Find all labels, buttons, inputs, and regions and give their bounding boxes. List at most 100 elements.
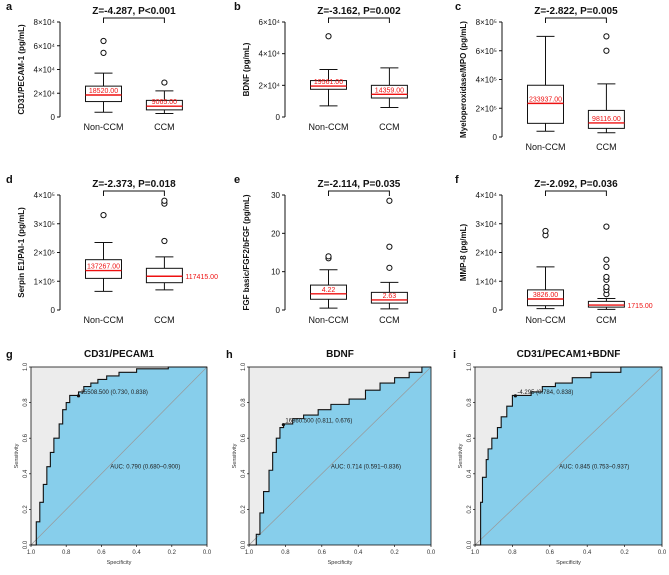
outlier-point [325,253,332,260]
x-axis-label: Specificity [107,560,132,566]
y-tick-label: 0 [51,113,56,122]
category-label: Non-CCM [525,315,565,325]
y-tick-label: 30 [271,191,280,200]
outlier-point [542,227,549,235]
y-tick-label: 1.0 [467,362,473,371]
y-tick-label: 1.0 [241,362,247,371]
box-non-ccm: 18520.00 Non-CCM [83,37,124,132]
y-tick-label: 0.4 [23,469,29,478]
plot-frame [474,366,663,546]
category-label: Non-CCM [308,315,348,325]
significance-stat: Z=-2.092, P=0.036 [534,179,618,190]
y-tick-label: 1×10⁵ [34,277,55,286]
roc-panel-i: i CD31/PECAM1+BDNF -4.295 (0.784, 0.838) AU… [453,349,667,566]
boxplot-panel-a: a 0 2×10⁴ 4×10⁴ 6×10⁴ 8×10⁴ CD31/PECAM-1 (pg/m… [6,1,183,132]
box-iqr [145,267,183,284]
plot-frame [248,366,432,546]
significance-stat: Z=-3.162, P=0.002 [317,6,401,17]
y-tick-label: 6×10⁴ [259,18,281,27]
x-tick-label: 0.6 [97,550,106,556]
outlier-point [161,237,168,245]
median-label: 117415.00 [185,274,218,281]
median-label: 9065.00 [152,99,177,106]
y-tick-label: 10 [271,268,280,277]
median-label: 1715.00 [627,303,652,310]
y-tick-label: 3×10⁵ [34,220,55,229]
outlier-point [603,223,610,230]
category-label: CCM [596,142,617,152]
category-label: CCM [379,122,400,132]
significance-bracket [103,17,165,23]
x-tick-label: 0.0 [203,550,212,556]
y-tick-label: 4×10⁴ [34,66,56,75]
outlier-point [100,49,107,56]
threshold-point [513,394,517,398]
y-tick-label: 20 [271,229,280,238]
roc-title: CD31/PECAM1+BDNF [517,349,621,360]
significance-stat: Z=-4.287, P<0.001 [92,6,176,17]
roc-curve [249,366,431,546]
y-tick-label: 0 [493,306,498,315]
box-ccm: 9065.00 CCM [145,79,183,132]
significance-bracket [103,190,165,196]
y-tick-label: 0.2 [23,505,29,514]
y-tick-label: 2×10⁴ [476,249,498,258]
x-axis-label: Specificity [328,560,353,566]
x-tick-label: 0.0 [427,550,436,556]
box-ccm: 117415.00 CCM [145,197,218,325]
x-tick-label: 0.4 [132,550,141,556]
significance-bracket [328,17,390,23]
boxplot-panel-b: b 0 2×10⁴ 4×10⁴ 6×10⁴ BDNF (pg/mL) Z=-3.162, P… [234,1,408,132]
x-tick-label: 0.2 [390,550,399,556]
box-iqr [310,80,347,90]
threshold-point [76,394,81,398]
roc-curve [475,366,662,546]
box-iqr [370,291,408,304]
category-label: CCM [154,315,175,325]
box-non-ccm: 19561.00 Non-CCM [308,33,349,132]
category-label: Non-CCM [83,122,123,132]
y-axis-label: Sensitivity [14,443,20,468]
y-tick-label: 0.6 [241,433,247,442]
box-ccm: 2.63 CCM [370,197,408,325]
panel-label: d [6,174,13,186]
panel-label: c [455,1,461,13]
y-tick-label: 0 [51,306,56,315]
panel-label: e [234,174,240,186]
box-iqr [527,289,564,307]
median-label: 233937.00 [529,96,562,103]
significance-bracket [328,190,390,196]
box-iqr [587,300,625,308]
x-tick-label: 0.8 [508,550,517,556]
box-iqr [587,109,625,129]
category-label: CCM [379,315,400,325]
y-tick-label: 0.8 [467,398,473,407]
roc-curve [31,366,207,546]
panel-label: g [6,349,13,361]
reference-diagonal [474,366,663,546]
significance-stat: Z=-2.822, P=0.005 [534,6,618,17]
x-tick-label: 0.2 [620,550,629,556]
category-label: CCM [596,315,617,325]
outlier-point [386,197,393,204]
y-axis-label: BDNF (pg/mL) [242,42,251,96]
y-tick-label: 6×10⁵ [476,47,497,56]
y-tick-label: 0.4 [241,469,247,478]
y-tick-label: 4×10⁵ [476,76,497,85]
x-tick-label: 1.0 [27,550,36,556]
y-axis-label: MMP-8 (pg/mL) [459,224,468,282]
y-tick-label: 0.8 [241,398,247,407]
median-label: 4.22 [322,287,336,294]
median-label: 3826.00 [533,292,558,299]
y-tick-label: 2×10⁴ [259,81,281,90]
box-non-ccm: 233937.00 Non-CCM [525,35,566,152]
significance-stat: Z=-2.373, P=0.018 [92,179,176,190]
panel-label: f [455,174,459,186]
x-tick-label: 1.0 [471,550,480,556]
threshold-label: 16860.500 (0.811, 0.676) [285,419,352,425]
y-tick-label: 4×10⁵ [34,191,55,200]
roc-panel-g: g CD31/PECAM1 15508.500 (0.730, 0.838) AUC:… [6,349,212,566]
boxplot-panel-c: c 0 2×10⁵ 4×10⁵ 6×10⁵ 8×10⁵ Myeloperoxidase/MP… [455,1,625,152]
significance-stat: Z=-2.114, P=0.035 [318,179,401,190]
